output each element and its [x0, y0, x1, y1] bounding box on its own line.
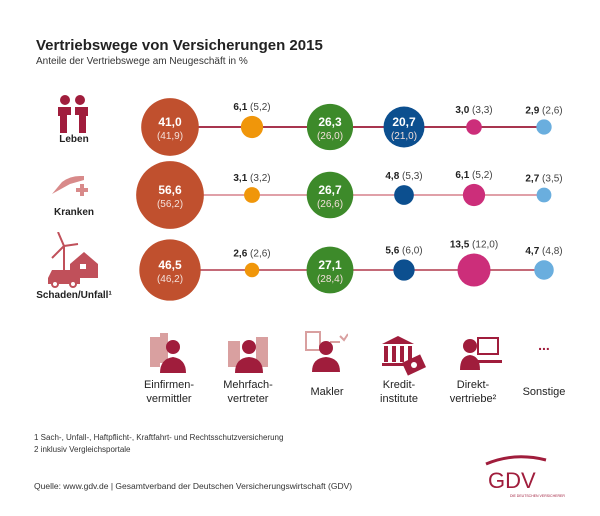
channel-label-sonstige: Sonstige [522, 386, 566, 398]
row-label-leben: Leben [59, 134, 89, 145]
chart-title: Vertriebswege von Versicherungen 2015 [36, 37, 323, 54]
bubble-1 [244, 187, 260, 203]
bubble-4 [457, 253, 491, 287]
value-label: 20,7 [392, 115, 416, 129]
bank-icon [382, 336, 426, 376]
value-label: 6,1 (5,2) [455, 170, 492, 181]
businesswoman-icon [150, 333, 186, 373]
ellipsis-icon: ... [538, 337, 550, 353]
source-text: Quelle: www.gdv.de | Gesamtverband der D… [34, 481, 353, 491]
channel-label-makler: Makler [310, 386, 344, 398]
previous-value-label: (26,0) [317, 131, 343, 142]
value-label: 41,0 [158, 115, 182, 129]
value-label: 13,5 (12,0) [450, 239, 498, 250]
house-car-windmill-icon [48, 232, 98, 288]
value-label: 3,0 (3,3) [455, 105, 492, 116]
businessman-icon [228, 337, 268, 373]
bubble-0 [136, 161, 204, 229]
bubble-5 [536, 119, 552, 135]
previous-value-label: (26,6) [317, 199, 343, 210]
call-center-icon [460, 337, 502, 370]
footnote-2: 2 inklusiv Vergleichsportale [34, 445, 131, 454]
previous-value-label: (56,2) [157, 199, 183, 210]
svg-text:GDV: GDV [488, 468, 536, 493]
bubble-0 [141, 98, 199, 156]
bubble-1 [244, 262, 260, 278]
bubble-4 [466, 119, 482, 135]
previous-value-label: (46,2) [157, 274, 183, 285]
value-label: 26,3 [318, 115, 342, 129]
bubble-chart: 41,0 (41,9) 6,1 (5,2) 26,3 (26,0) 20,7 (21,0) 3… [136, 98, 563, 301]
hand-plus-icon [52, 176, 88, 196]
bubble-5 [534, 260, 554, 280]
svg-text:DIE DEUTSCHEN VERSICHERER: DIE DEUTSCHEN VERSICHERER [510, 494, 565, 498]
value-label: 6,1 (5,2) [233, 102, 270, 113]
bubble-2 [306, 171, 354, 219]
value-label: 27,1 [318, 258, 342, 272]
bubble-0 [139, 239, 201, 301]
gdv-logo: GDV DIE DEUTSCHEN VERSICHERER [485, 455, 565, 498]
previous-value-label: (28,4) [317, 274, 343, 285]
bubble-3 [393, 259, 415, 281]
row-label-kranken: Kranken [53, 207, 94, 218]
bubble-2 [306, 246, 354, 294]
footnote-1: 1 Sach-, Unfall-, Haftpflicht-, Kraftfah… [34, 433, 284, 442]
bubble-3 [383, 106, 425, 148]
channel-label-mehrfachvertreter: Mehrfach-vertreter [223, 379, 273, 405]
broker-icon [305, 331, 348, 372]
previous-value-label: (41,9) [157, 131, 183, 142]
bubble-1 [240, 115, 264, 139]
channel-label-einfirmenvermittler: Einfirmen-vermittler [143, 379, 195, 405]
row-label-schaden-unfall: Schaden/Unfall¹ [36, 290, 112, 301]
value-label: 4,8 (5,3) [385, 171, 422, 182]
value-label: 46,5 [158, 258, 182, 272]
value-label: 2,6 (2,6) [233, 249, 270, 260]
value-label: 2,7 (3,5) [525, 174, 562, 185]
value-label: 3,1 (3,2) [233, 173, 270, 184]
value-label: 5,6 (6,0) [385, 245, 422, 256]
bubble-3 [394, 185, 414, 205]
bubble-4 [462, 183, 486, 207]
value-label: 26,7 [318, 183, 342, 197]
value-label: 4,7 (4,8) [525, 246, 562, 257]
bubble-5 [536, 187, 552, 203]
channel-label-kreditinstitute: Kredit-institute [380, 379, 418, 405]
bubble-2 [306, 103, 354, 151]
value-label: 2,9 (2,6) [525, 105, 562, 116]
previous-value-label: (21,0) [391, 131, 417, 142]
channel-label-direktvertriebe: Direkt-vertriebe² [449, 379, 497, 405]
chart-subtitle: Anteile der Vertriebswege am Neugeschäft… [36, 56, 248, 67]
value-label: 56,6 [158, 183, 182, 197]
couple-icon [58, 95, 88, 133]
